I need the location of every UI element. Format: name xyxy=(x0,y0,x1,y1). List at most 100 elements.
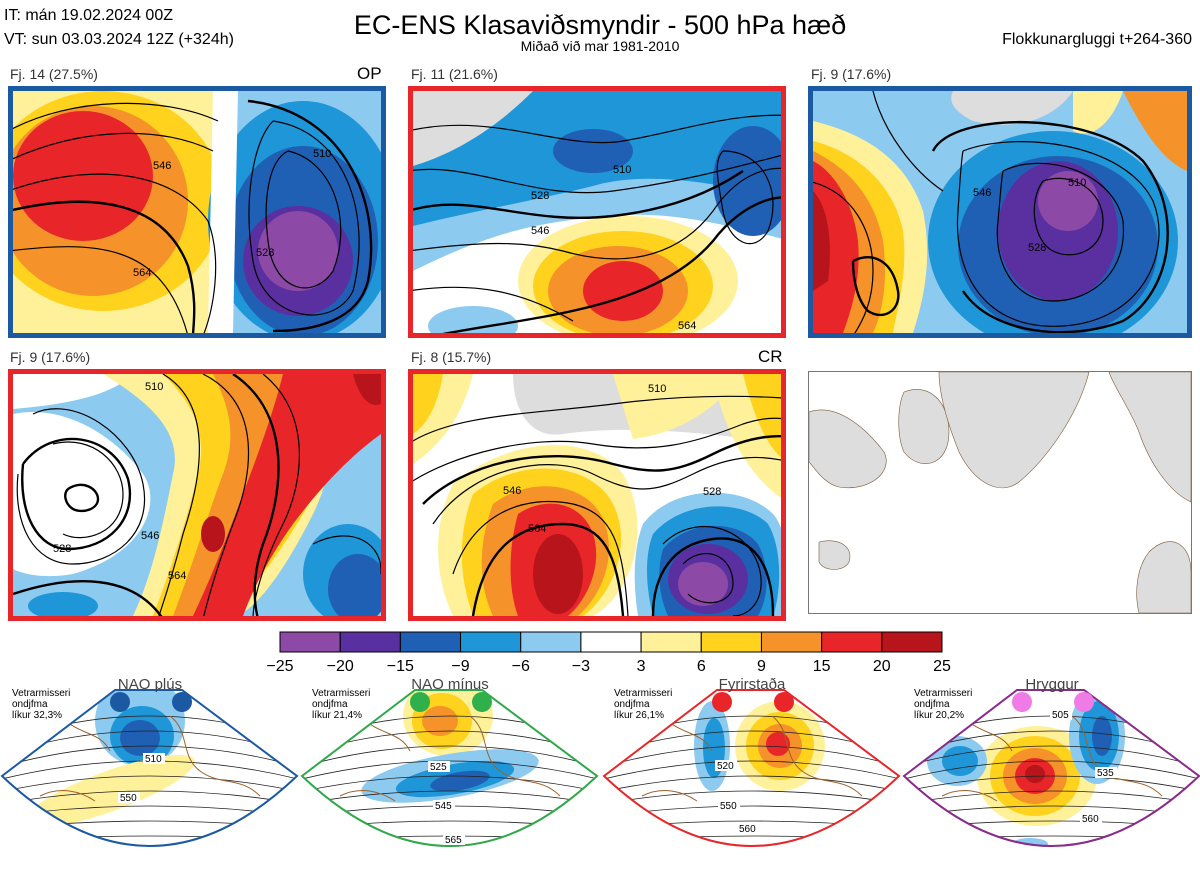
panel-4-contour-564: 564 xyxy=(168,570,186,582)
regime-title: Fyrirstaða xyxy=(718,676,786,693)
colorbar-bin xyxy=(279,631,341,653)
regime-contour-label: 545 xyxy=(435,801,452,812)
panel-3-contour-528: 528 xyxy=(1028,242,1046,254)
contour-label-background xyxy=(443,834,465,845)
colorbar-bin xyxy=(760,631,823,653)
panel-3-contour-510: 510 xyxy=(1068,177,1086,189)
panel-4-contour-546: 546 xyxy=(141,530,159,542)
regime-marker-dot xyxy=(774,692,794,712)
panel-1-contour-528: 528 xyxy=(256,247,274,259)
panel-1-contour-510: 510 xyxy=(313,148,331,160)
height-contour xyxy=(302,775,597,795)
regime-contour-label: 520 xyxy=(717,761,734,772)
colorbar-tick-label: −25 xyxy=(266,658,293,675)
height-contour xyxy=(904,745,1199,771)
regime-note-line: líkur 32,3% xyxy=(12,710,63,721)
regime-probability-note: Vetrarmisseri ondjfma líkur 20,2% xyxy=(914,688,972,721)
height-contour xyxy=(604,775,899,795)
regime-note-line: Vetrarmisseri xyxy=(312,688,371,699)
regime-contour-label: 550 xyxy=(720,801,737,812)
regime-fan-outline xyxy=(602,689,901,847)
panel-1-label: Fj. 14 (27.5%) xyxy=(10,66,98,82)
regime-contour-label: 535 xyxy=(1097,768,1114,779)
colorbar-bin xyxy=(520,631,582,653)
page-title: EC-ENS Klasaviðsmyndir - 500 hPa hæð xyxy=(353,10,847,40)
regime-contour-label: 560 xyxy=(739,824,756,835)
regime-contour-label: 510 xyxy=(145,754,162,765)
contour-label-background xyxy=(433,800,455,811)
height-contour xyxy=(904,775,1199,795)
colorbar-tick-label: −9 xyxy=(451,658,469,675)
colorbar-tick-label: −20 xyxy=(327,658,354,675)
contour-label-background xyxy=(1050,709,1072,720)
height-contour xyxy=(302,745,597,771)
panel-5-contour-528: 528 xyxy=(703,486,721,498)
colorbar-tick-label: −15 xyxy=(387,658,414,675)
panel-2-contour-510: 510 xyxy=(613,164,631,176)
panel-5-contour-546: 546 xyxy=(503,485,521,497)
regime-marker-dot xyxy=(472,692,492,712)
colorbar-tick-label: 25 xyxy=(933,658,951,675)
regime-note-line: líkur 20,2% xyxy=(914,710,965,721)
colorbar-bin xyxy=(821,631,883,653)
contour-label-background xyxy=(428,761,450,772)
anomaly-shade xyxy=(1092,716,1112,756)
regime-contour-label: 550 xyxy=(120,793,137,804)
panel-2-contour-546: 546 xyxy=(531,225,549,237)
regime-fan: 510 550 xyxy=(0,689,299,847)
regime-note-line: líkur 26,1% xyxy=(614,710,665,721)
contour-label-background xyxy=(718,800,740,811)
height-contour xyxy=(2,745,297,771)
anomaly-shade xyxy=(1025,765,1045,783)
colorbar-tick-label: 6 xyxy=(697,658,706,675)
contour-label-background xyxy=(1080,813,1102,824)
regime-fan: 520 550 560 xyxy=(602,689,901,847)
regime-marker-dot xyxy=(172,692,192,712)
classification-window: Flokkunargluggi t+264-360 xyxy=(1002,31,1192,48)
empty-base-map xyxy=(808,371,1192,614)
anomaly-shade xyxy=(422,706,458,736)
regime-probability-note: Vetrarmisseri ondjfma líkur 21,4% xyxy=(312,688,370,721)
regime-panel: 520 550 560 Fyrirstaða Vetrarmisseri ondjfma l… xyxy=(602,676,902,871)
regime-fan-outline xyxy=(300,689,599,847)
colorbar-tick-label: 20 xyxy=(873,658,891,675)
panel-2-label: Fj. 11 (21.6%) xyxy=(411,66,498,82)
panel-5-contour-510: 510 xyxy=(648,383,666,395)
page-subtitle: Miðað við mar 1981-2010 xyxy=(520,38,680,54)
panel-4-contour-528: 528 xyxy=(53,543,71,555)
cluster-map-3: 510 528 546 xyxy=(808,86,1192,338)
regime-note-line: Vetrarmisseri xyxy=(914,688,973,699)
contour-label-background xyxy=(118,792,140,803)
colorbar-tick-label: 15 xyxy=(813,658,831,675)
contour-label-background xyxy=(143,753,165,764)
regime-probability-note: Vetrarmisseri ondjfma líkur 32,3% xyxy=(12,688,70,721)
panel-2-contour-528: 528 xyxy=(531,190,549,202)
regime-fan-outline xyxy=(902,689,1200,847)
colorbar-bin xyxy=(881,631,943,653)
panel-4-label: Fj. 9 (17.6%) xyxy=(10,349,91,365)
panel-4-contour-510: 510 xyxy=(145,381,163,393)
regime-contour-label: 505 xyxy=(1052,710,1069,721)
regime-note-line: Vetrarmisseri xyxy=(12,688,71,699)
cluster-map-1: 510 528 546 564 xyxy=(8,86,386,338)
regime-panel: 505 535 560 Hryggur Vetrarmisseri ondjfma líku… xyxy=(902,676,1200,871)
cluster-map-2: 510 528 546 564 xyxy=(408,86,786,338)
height-contour xyxy=(604,760,899,783)
regime-note-line: Vetrarmisseri xyxy=(614,688,673,699)
anomaly-shade xyxy=(942,746,978,776)
regime-fan: 525 545 565 xyxy=(300,689,599,847)
panel-1-tag: OP xyxy=(357,64,382,83)
colorbar-bin xyxy=(700,631,762,653)
colorbar-bin xyxy=(460,631,522,653)
regime-note-line: líkur 21,4% xyxy=(312,710,363,721)
regime-contour-label: 525 xyxy=(430,762,447,773)
regime-note-line: ondjfma xyxy=(12,699,48,710)
panel-5-contour-564: 564 xyxy=(528,523,546,535)
contour-label-background xyxy=(715,760,737,771)
regime-fan: 505 535 560 xyxy=(902,689,1200,847)
panel-3-label: Fj. 9 (17.6%) xyxy=(811,66,892,82)
regime-marker-dot xyxy=(1012,692,1032,712)
colorbar-bin xyxy=(580,631,642,653)
colorbar-tick-label: 9 xyxy=(757,658,766,675)
